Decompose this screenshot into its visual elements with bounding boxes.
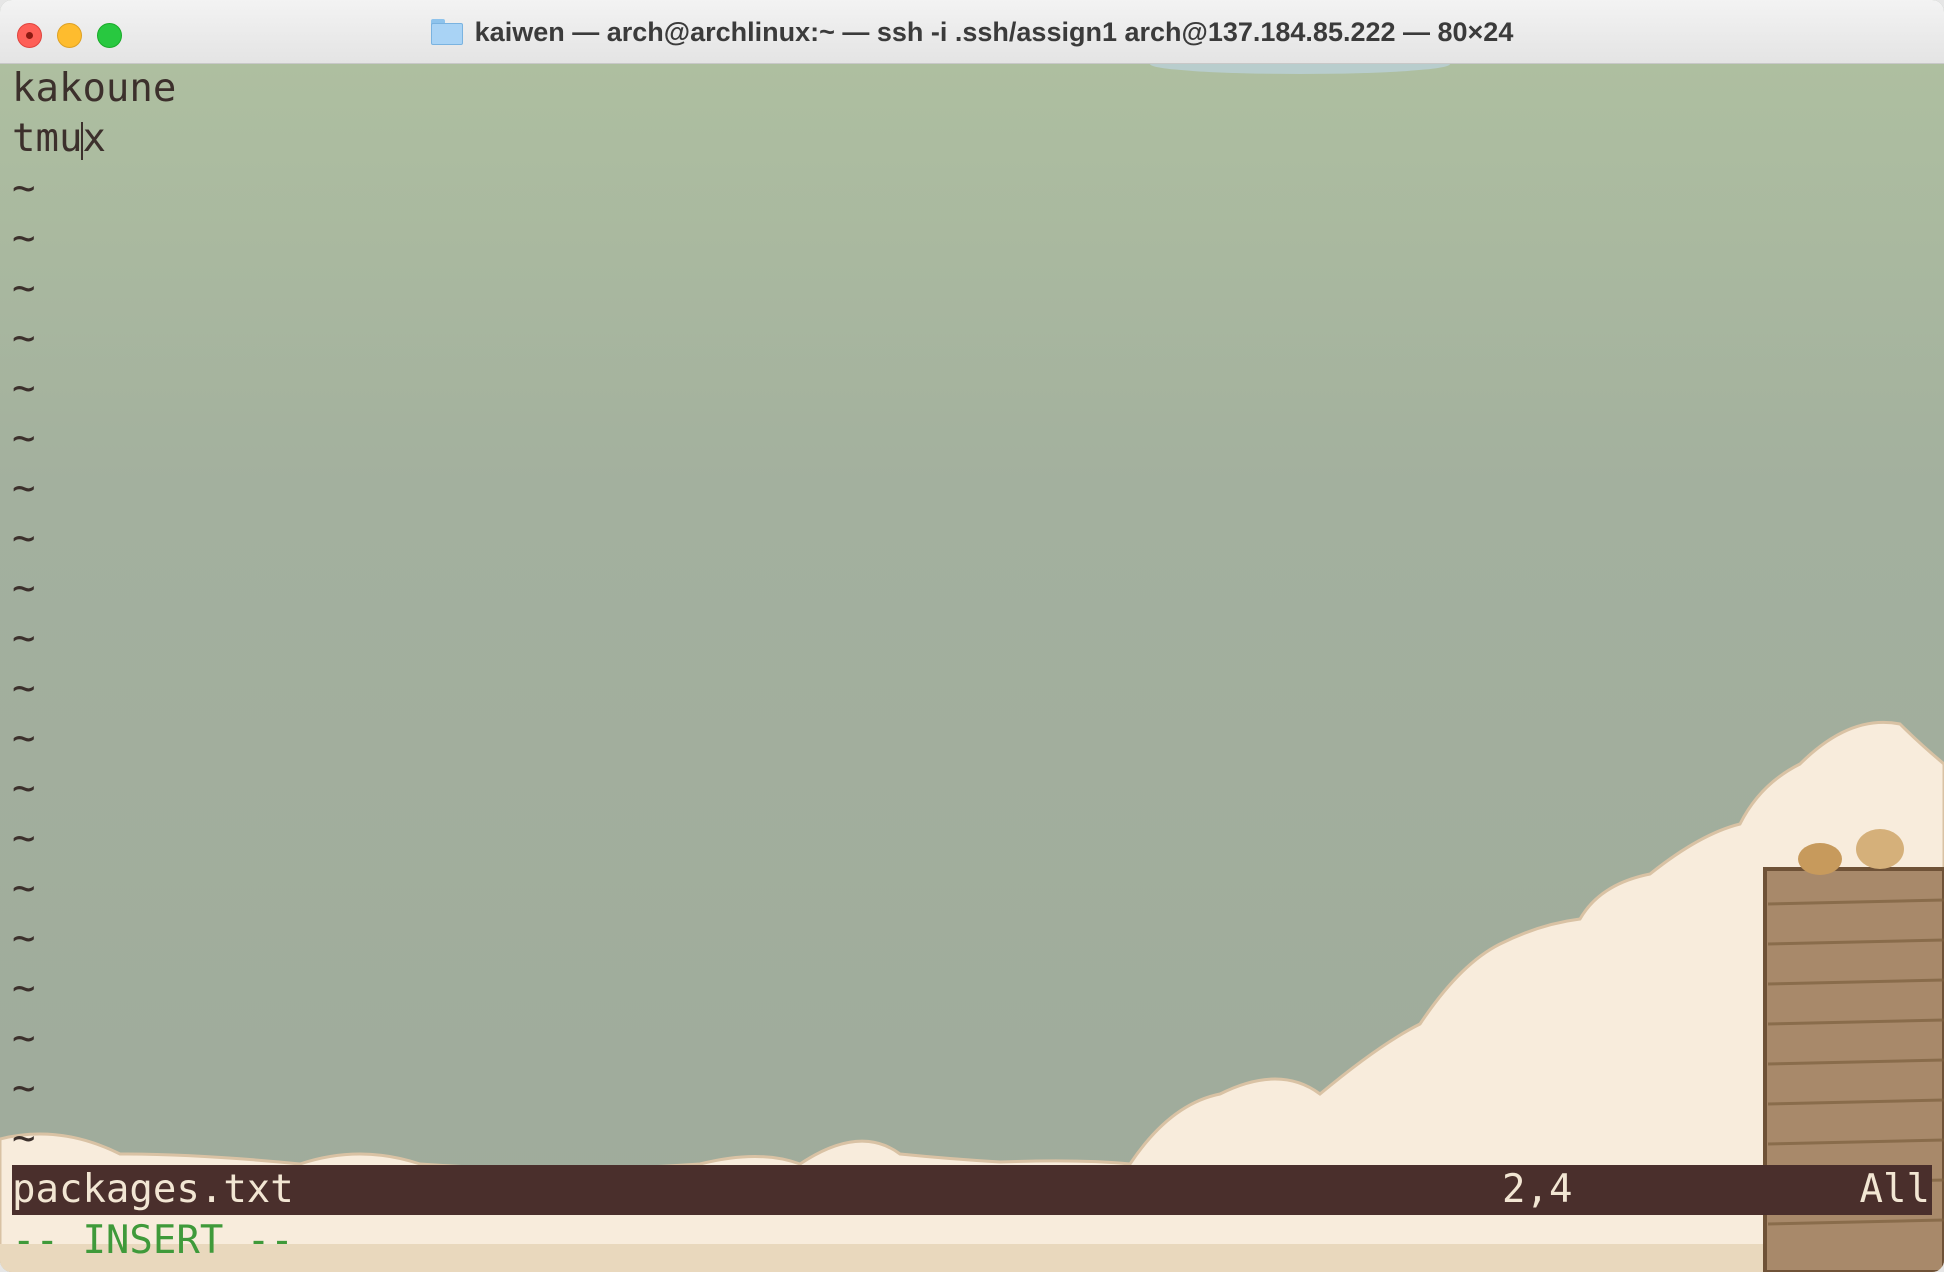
empty-line-marker: ~ — [12, 916, 36, 961]
window-title: kaiwen — arch@archlinux:~ — ssh -i .ssh/… — [474, 16, 1514, 47]
empty-line-marker: ~ — [12, 366, 36, 411]
status-line: packages.txt 2,4 All — [12, 1165, 1932, 1215]
terminal-content[interactable]: kakoune tmux ~ ~ ~ ~ ~ ~ ~ ~ ~ ~ ~ ~ ~ ~… — [0, 64, 1944, 1272]
buffer-line-cursor[interactable]: tmux — [12, 114, 176, 164]
title-bar[interactable]: kaiwen — arch@archlinux:~ — ssh -i .ssh/… — [0, 0, 1944, 64]
empty-line-marker: ~ — [12, 666, 36, 711]
window-title-group: kaiwen — arch@archlinux:~ — ssh -i .ssh/… — [0, 0, 1944, 64]
empty-line-marker: ~ — [12, 166, 36, 211]
empty-line-marker: ~ — [12, 216, 36, 261]
empty-line-marker: ~ — [12, 766, 36, 811]
status-cursor-position: 2,4 — [1502, 1167, 1573, 1212]
empty-line-marker: ~ — [12, 416, 36, 461]
empty-line-marker: ~ — [12, 716, 36, 761]
empty-line-marker: ~ — [12, 816, 36, 861]
empty-line-marker: ~ — [12, 616, 36, 661]
background-scenery — [0, 64, 1944, 1272]
zoom-button[interactable] — [97, 23, 122, 48]
empty-line-marker: ~ — [12, 516, 36, 561]
empty-line-marker: ~ — [12, 966, 36, 1011]
empty-line-marker: ~ — [12, 1066, 36, 1111]
empty-line-marker: ~ — [12, 316, 36, 361]
buffer-text-after-cursor: x — [82, 116, 106, 161]
close-button[interactable] — [17, 23, 42, 48]
status-scroll-position: All — [1859, 1167, 1930, 1212]
empty-line-marker: ~ — [12, 266, 36, 311]
empty-line-marker: ~ — [12, 1016, 36, 1061]
mode-indicator: -- INSERT -- — [12, 1218, 294, 1263]
buffer-line[interactable]: kakoune — [12, 66, 177, 111]
empty-line-marker: ~ — [12, 566, 36, 611]
minimize-button[interactable] — [57, 23, 82, 48]
folder-icon — [430, 19, 463, 45]
buffer-text-before-cursor: tmu — [12, 116, 83, 161]
empty-line-marker: ~ — [12, 466, 36, 511]
status-filename: packages.txt — [12, 1167, 294, 1212]
text-cursor — [81, 121, 84, 160]
empty-line-marker: ~ — [12, 866, 36, 911]
empty-line-marker: ~ — [12, 1116, 36, 1161]
buffer-lines[interactable]: kakoune tmux ~ ~ ~ ~ ~ ~ ~ ~ ~ ~ ~ ~ ~ ~… — [12, 64, 176, 1164]
